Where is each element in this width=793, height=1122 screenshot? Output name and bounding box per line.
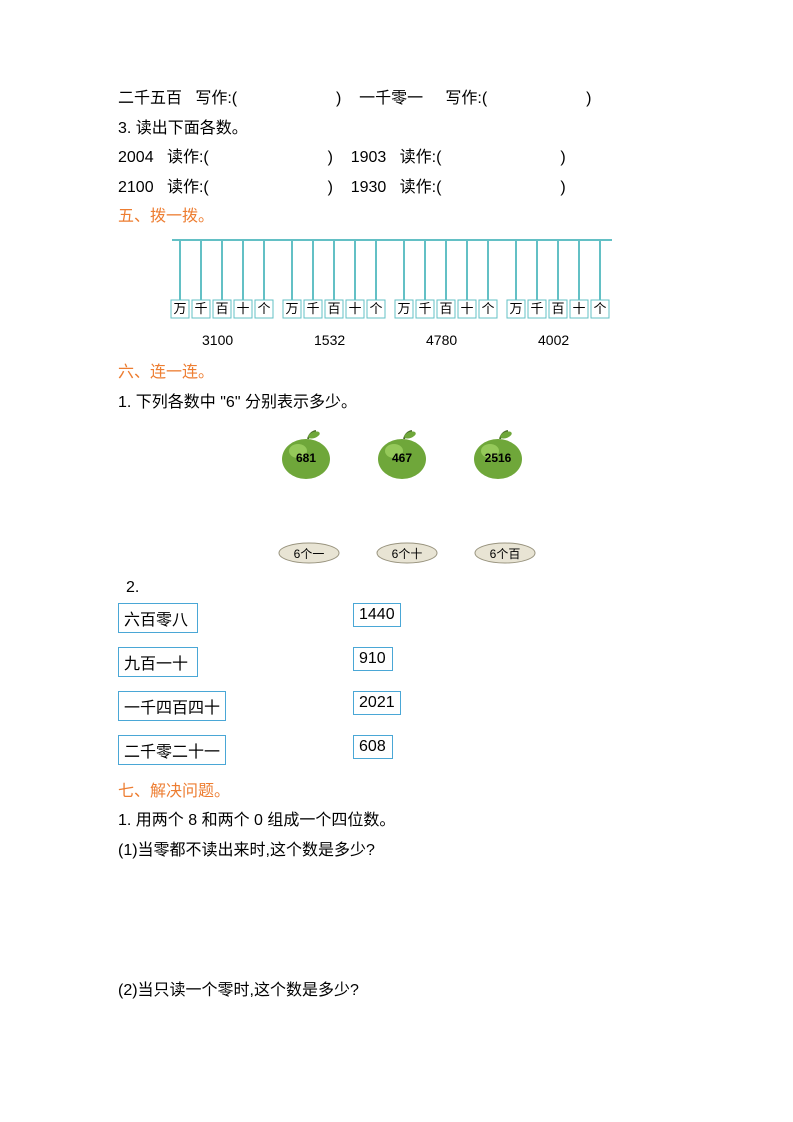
sec5-title: 五、拨一拨。 xyxy=(118,204,683,230)
q3-n1b: 2100 xyxy=(118,179,154,196)
unit-label: 6个百 xyxy=(474,541,536,565)
svg-text:个: 个 xyxy=(481,301,494,316)
q3-row-1: 2004 读作:( ) 1903 读作:( ) xyxy=(118,145,683,171)
q3-label2: 读作:( xyxy=(400,149,442,166)
match-pairs: 六百零八 1440 九百一十 910 一千四百四十 2021 二千零二十一 60… xyxy=(118,603,683,765)
q2-left-prefix: 写作:( xyxy=(195,90,237,107)
svg-text:万: 万 xyxy=(397,301,410,316)
match-row: 一千四百四十 2021 xyxy=(118,691,683,721)
svg-text:千: 千 xyxy=(418,301,431,316)
sec6-q1-text: 1. 下列各数中 "6" 分别表示多少。 xyxy=(118,390,683,416)
sec7-title: 七、解决问题。 xyxy=(118,779,683,805)
abacus-number: 3100 xyxy=(202,332,233,348)
svg-text:十: 十 xyxy=(236,301,249,316)
q3-label: 读作:( xyxy=(167,149,209,166)
q3-title: 3. 读出下面各数。 xyxy=(118,116,683,142)
unit-label: 6个十 xyxy=(376,541,438,565)
abacus-number: 1532 xyxy=(314,332,345,348)
match-right[interactable]: 910 xyxy=(353,647,393,671)
apple-value: 467 xyxy=(374,451,430,465)
apple-value: 2516 xyxy=(470,451,526,465)
sec6-title: 六、连一连。 xyxy=(118,360,683,386)
sec7-q1: 1. 用两个 8 和两个 0 组成一个四位数。 xyxy=(118,808,683,834)
q3-suffix2: ) xyxy=(560,149,565,166)
sec7-q1a: (1)当零都不读出来时,这个数是多少? xyxy=(118,838,683,864)
match-right[interactable]: 1440 xyxy=(353,603,401,627)
svg-text:百: 百 xyxy=(327,301,340,316)
q2-row: 二千五百 写作:( ) 一千零一 写作:( ) xyxy=(118,86,683,112)
unit-label-text: 6个百 xyxy=(474,545,536,562)
svg-text:百: 百 xyxy=(439,301,452,316)
match-right[interactable]: 608 xyxy=(353,735,393,759)
match-right[interactable]: 2021 xyxy=(353,691,401,715)
unit-label: 6个一 xyxy=(278,541,340,565)
q2-left-suffix: ) xyxy=(336,90,341,107)
answer-space-1[interactable] xyxy=(118,868,683,978)
q2-left-label: 二千五百 xyxy=(118,90,182,107)
svg-text:千: 千 xyxy=(306,301,319,316)
svg-text:万: 万 xyxy=(509,301,522,316)
q2-right-label: 一千零一 xyxy=(359,90,423,107)
svg-text:个: 个 xyxy=(593,301,606,316)
unit-label-text: 6个一 xyxy=(278,545,340,562)
abacus-number: 4780 xyxy=(426,332,457,348)
abacus-number: 4002 xyxy=(538,332,569,348)
apples-row: 681 467 2516 xyxy=(278,429,683,481)
svg-text:千: 千 xyxy=(530,301,543,316)
svg-text:十: 十 xyxy=(572,301,585,316)
labels-row: 6个一 6个十 6个百 xyxy=(278,541,683,565)
svg-text:十: 十 xyxy=(348,301,361,316)
svg-text:十: 十 xyxy=(460,301,473,316)
unit-label-text: 6个十 xyxy=(376,545,438,562)
match-left[interactable]: 二千零二十一 xyxy=(118,735,226,765)
svg-text:百: 百 xyxy=(215,301,228,316)
q3-n1: 2004 xyxy=(118,149,154,166)
abacus-area: 万千百十个万千百十个万千百十个万千百十个 3100153247804002 xyxy=(118,238,683,358)
svg-text:个: 个 xyxy=(257,301,270,316)
svg-text:万: 万 xyxy=(285,301,298,316)
q2-right-suffix: ) xyxy=(586,90,591,107)
svg-text:百: 百 xyxy=(551,301,564,316)
svg-text:个: 个 xyxy=(369,301,382,316)
match-left[interactable]: 六百零八 xyxy=(118,603,198,633)
q3-n2: 1903 xyxy=(351,149,387,166)
apple-icon: 681 xyxy=(278,429,334,481)
match-row: 九百一十 910 xyxy=(118,647,683,677)
svg-text:千: 千 xyxy=(194,301,207,316)
sec6-q2-label: 2. xyxy=(126,575,683,601)
apple-icon: 2516 xyxy=(470,429,526,481)
match-row: 二千零二十一 608 xyxy=(118,735,683,765)
match-row: 六百零八 1440 xyxy=(118,603,683,633)
q3-suffix: ) xyxy=(328,149,333,166)
q3-n2b: 1930 xyxy=(351,179,387,196)
q3-labelb: 读作:( xyxy=(167,179,209,196)
match-left[interactable]: 九百一十 xyxy=(118,647,198,677)
apple-icon: 467 xyxy=(374,429,430,481)
apple-value: 681 xyxy=(278,451,334,465)
q3-label2b: 读作:( xyxy=(400,179,442,196)
svg-text:万: 万 xyxy=(173,301,186,316)
q3-row-2: 2100 读作:( ) 1930 读作:( ) xyxy=(118,175,683,201)
q3-suffix2b: ) xyxy=(560,179,565,196)
match-left[interactable]: 一千四百四十 xyxy=(118,691,226,721)
abacus-svg: 万千百十个万千百十个万千百十个万千百十个 xyxy=(166,238,636,330)
q3-suffixb: ) xyxy=(328,179,333,196)
q2-right-prefix: 写作:( xyxy=(445,90,487,107)
sec7-q1b: (2)当只读一个零时,这个数是多少? xyxy=(118,978,683,1004)
